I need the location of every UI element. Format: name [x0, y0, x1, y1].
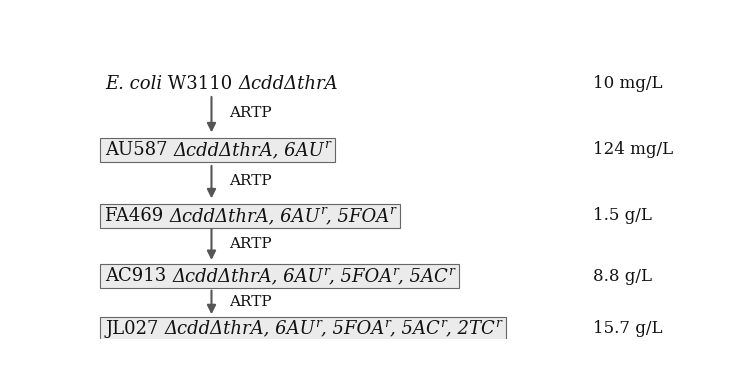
Text: , 5FOA: , 5FOA [321, 320, 384, 338]
Text: r: r [440, 317, 446, 330]
Text: ARTP: ARTP [229, 174, 271, 188]
Text: r: r [392, 264, 398, 277]
Text: r: r [448, 264, 454, 277]
Text: , 5AC: , 5AC [390, 320, 440, 338]
Bar [100, 317, 506, 341]
Bar [100, 138, 335, 162]
Text: ARTP: ARTP [229, 295, 271, 309]
Text: , 5FOA: , 5FOA [329, 267, 392, 285]
Text: AU587: AU587 [105, 141, 174, 159]
Bar [100, 264, 459, 288]
Text: r: r [495, 317, 501, 330]
Text: r: r [320, 204, 326, 218]
Text: AC913: AC913 [105, 267, 172, 285]
Text: 124 mg/L: 124 mg/L [592, 141, 673, 158]
Text: , 5FOA: , 5FOA [326, 207, 389, 225]
Text: , 5AC: , 5AC [398, 267, 448, 285]
Text: 15.7 g/L: 15.7 g/L [592, 320, 662, 337]
Text: r: r [323, 264, 329, 277]
Text: r: r [384, 317, 390, 330]
Text: ARTP: ARTP [229, 237, 271, 251]
Text: JL027: JL027 [105, 320, 164, 338]
Text: r: r [324, 138, 330, 151]
Text: r: r [315, 317, 321, 330]
Text: 1.5 g/L: 1.5 g/L [592, 207, 651, 224]
Text: W3110: W3110 [162, 75, 238, 93]
Text: ΔcddΔthrA, 6AU: ΔcddΔthrA, 6AU [164, 320, 315, 338]
Text: r: r [389, 204, 395, 218]
Text: ΔcddΔthrA, 6AU: ΔcddΔthrA, 6AU [172, 267, 323, 285]
Text: FA469: FA469 [105, 207, 169, 225]
Text: ARTP: ARTP [229, 106, 271, 120]
Text: ΔcddΔthrA: ΔcddΔthrA [238, 75, 338, 93]
Text: ΔcddΔthrA, 6AU: ΔcddΔthrA, 6AU [169, 207, 320, 225]
Text: ΔcddΔthrA, 6AU: ΔcddΔthrA, 6AU [174, 141, 324, 159]
Text: E. coli: E. coli [105, 75, 162, 93]
Text: , 2TC: , 2TC [446, 320, 495, 338]
Text: 10 mg/L: 10 mg/L [592, 75, 662, 92]
Text: 8.8 g/L: 8.8 g/L [592, 267, 652, 285]
Bar [100, 204, 400, 228]
